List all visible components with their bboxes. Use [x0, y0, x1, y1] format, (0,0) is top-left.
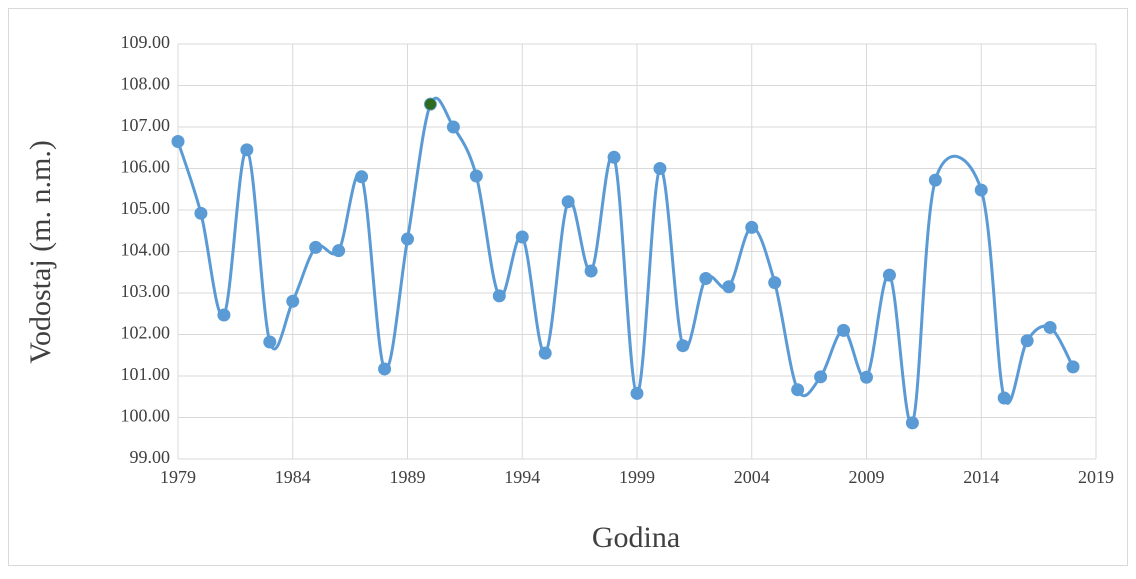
marker — [423, 97, 437, 111]
marker — [378, 362, 392, 376]
marker — [722, 280, 736, 294]
y-tick-label: 109.00 — [121, 32, 171, 52]
marker — [837, 323, 851, 337]
marker — [446, 120, 460, 134]
marker — [905, 416, 919, 430]
y-tick-label: 102.00 — [121, 323, 171, 343]
marker — [882, 268, 896, 282]
x-tick-label: 2009 — [849, 467, 885, 487]
y-tick-label: 99.00 — [130, 447, 171, 467]
y-tick-label: 101.00 — [121, 364, 171, 384]
marker — [860, 370, 873, 384]
marker — [974, 183, 988, 197]
marker — [401, 232, 414, 246]
marker — [469, 169, 483, 183]
x-tick-label: 1979 — [160, 467, 196, 487]
marker — [332, 244, 346, 258]
marker — [1020, 334, 1034, 348]
marker — [515, 230, 529, 244]
x-axis-title: Godina — [592, 521, 680, 554]
marker — [561, 195, 575, 209]
marker — [171, 135, 185, 149]
marker — [814, 370, 828, 384]
x-tick-label: 1999 — [619, 467, 655, 487]
marker — [309, 240, 323, 254]
y-tick-label: 100.00 — [121, 406, 171, 426]
marker — [286, 294, 300, 308]
marker — [1066, 360, 1080, 374]
x-tick-label: 1984 — [275, 467, 311, 487]
chart-border — [8, 8, 1128, 566]
marker — [676, 339, 690, 353]
marker — [492, 289, 506, 303]
marker — [194, 206, 208, 220]
x-tick-label: 2019 — [1078, 467, 1114, 487]
marker — [630, 386, 644, 400]
marker — [263, 335, 277, 349]
marker — [997, 391, 1011, 405]
marker — [217, 308, 231, 322]
y-tick-label: 106.00 — [121, 157, 171, 177]
marker — [928, 173, 942, 187]
y-tick-label: 108.00 — [121, 74, 171, 94]
x-tick-label: 2004 — [734, 467, 770, 487]
marker — [1043, 320, 1057, 334]
y-axis-title: Vodostaj (m. n.m.) — [24, 140, 57, 364]
marker — [768, 276, 782, 290]
marker — [745, 220, 759, 234]
marker — [653, 162, 667, 175]
marker — [699, 271, 713, 285]
x-tick-label: 1994 — [504, 467, 540, 487]
x-tick-label: 2014 — [963, 467, 999, 487]
y-tick-label: 104.00 — [121, 240, 171, 260]
marker — [538, 346, 552, 360]
x-tick-label: 1989 — [390, 467, 426, 487]
y-tick-label: 105.00 — [121, 198, 171, 218]
y-tick-label: 107.00 — [121, 115, 171, 135]
marker — [240, 143, 254, 157]
marker — [791, 383, 805, 397]
marker — [355, 170, 369, 184]
marker — [584, 264, 598, 278]
y-tick-label: 103.00 — [121, 281, 171, 301]
marker — [607, 150, 621, 164]
